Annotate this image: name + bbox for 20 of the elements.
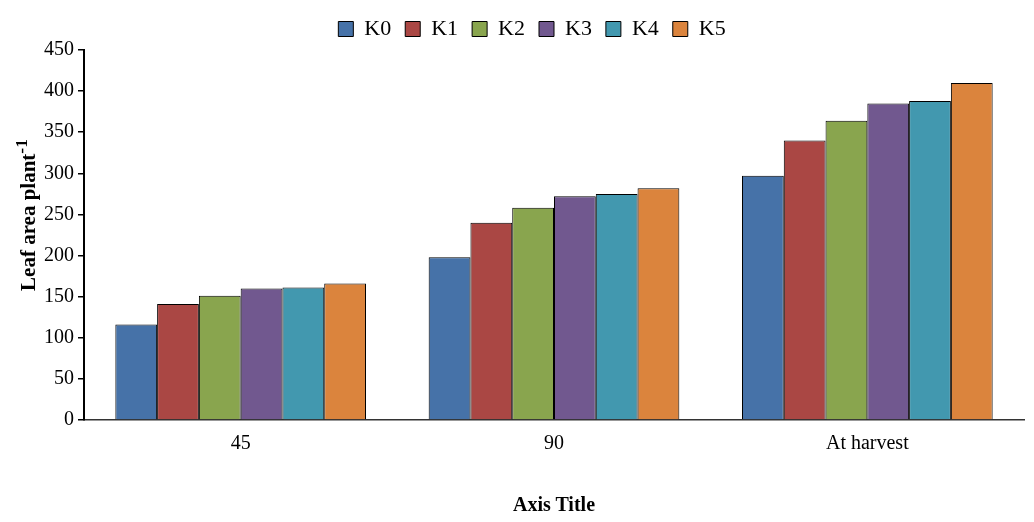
y-tick-label: 450 — [44, 37, 74, 60]
legend-label: K1 — [431, 14, 459, 40]
y-tick-label: 150 — [44, 283, 74, 306]
x-tick-label: 90 — [544, 431, 564, 454]
x-axis-title: Axis Title — [512, 493, 596, 516]
y-tick-label: 200 — [44, 242, 74, 265]
legend-label: K2 — [498, 14, 525, 40]
x-tick-label: 45 — [230, 431, 251, 454]
y-tick-label: 250 — [44, 201, 74, 224]
y-tick-label: 300 — [44, 160, 74, 183]
x-tick-label: At harvest — [825, 431, 910, 454]
y-tick-label: 50 — [54, 366, 74, 389]
y-tick-label: 350 — [44, 119, 74, 142]
legend-label: K5 — [698, 14, 726, 40]
y-tick-label: 100 — [44, 325, 74, 348]
legend-label: K3 — [565, 14, 592, 40]
legend-label: K0 — [364, 14, 392, 40]
y-tick-label: 0 — [64, 407, 74, 430]
legend-label: K4 — [631, 14, 659, 40]
y-tick-label: 400 — [44, 78, 74, 101]
